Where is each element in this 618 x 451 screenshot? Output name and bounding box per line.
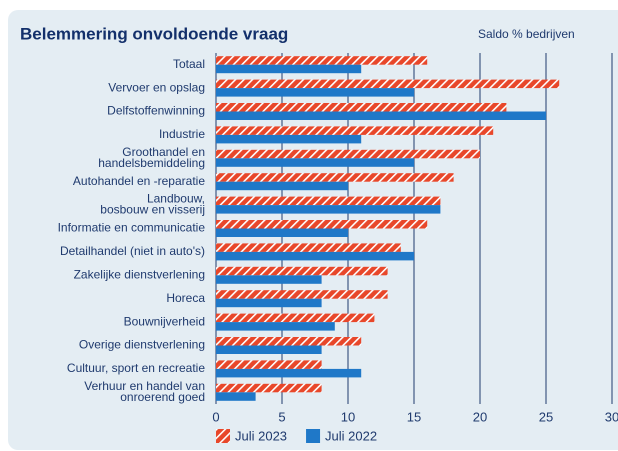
bar xyxy=(216,126,494,135)
bar xyxy=(216,181,348,191)
bar xyxy=(216,251,414,261)
bar xyxy=(216,298,322,308)
y-tick-label: Detailhandel (niet in auto's) xyxy=(60,244,205,258)
bar xyxy=(216,392,256,401)
bar xyxy=(216,64,362,74)
legend-swatch xyxy=(306,429,321,443)
bar xyxy=(216,322,335,331)
legend-swatch xyxy=(216,429,230,443)
y-tick-label: Bouwnijverheid xyxy=(124,314,205,328)
bar xyxy=(216,266,388,276)
y-tick-label: Landbouw, bosbouw en visserij xyxy=(100,192,205,217)
bar xyxy=(216,368,362,378)
bar xyxy=(216,79,560,89)
bar xyxy=(216,290,388,299)
bar xyxy=(216,56,428,65)
x-tick-label: 10 xyxy=(341,409,355,424)
y-tick-label: Totaal xyxy=(173,57,205,71)
bar xyxy=(216,111,546,120)
bar xyxy=(216,173,454,182)
bar xyxy=(216,360,322,369)
y-tick-label: Groothandel en handelsbemiddeling xyxy=(98,145,205,170)
y-tick-label: Cultuur, sport en recreatie xyxy=(67,361,205,375)
bar xyxy=(216,383,322,393)
bar xyxy=(216,158,414,167)
bar xyxy=(216,220,428,229)
bar xyxy=(216,337,362,346)
bar xyxy=(216,275,322,284)
x-tick-label: 25 xyxy=(539,409,553,424)
y-tick-label: Vervoer en opslag xyxy=(108,80,205,94)
bar xyxy=(216,345,322,354)
x-tick-label: 0 xyxy=(212,409,219,424)
bar xyxy=(216,205,441,214)
legend-label: Juli 2023 xyxy=(235,428,287,443)
y-tick-label: Horeca xyxy=(166,291,205,305)
y-tick-label: Autohandel en -reparatie xyxy=(73,174,205,188)
bar xyxy=(216,134,362,144)
bar xyxy=(216,103,507,112)
y-tick-label: Zakelijke dienstverlening xyxy=(74,267,205,281)
x-tick-label: 5 xyxy=(278,409,285,424)
x-tick-label: 30 xyxy=(605,409,618,424)
x-tick-label: 15 xyxy=(407,409,421,424)
chart-title: Belemmering onvoldoende vraag xyxy=(20,24,288,43)
bar xyxy=(216,149,480,159)
bar xyxy=(216,88,414,97)
y-tick-label: Informatie en communicatie xyxy=(58,221,206,235)
x-tick-label: 20 xyxy=(473,409,487,424)
legend-label: Juli 2022 xyxy=(325,428,377,443)
bar xyxy=(216,228,348,237)
bar xyxy=(216,243,401,252)
y-tick-label: Industrie xyxy=(159,127,205,141)
y-tick-label: Verhuur en handel van onroerend goed xyxy=(84,379,205,404)
bar xyxy=(216,196,441,206)
subtitle: Saldo % bedrijven xyxy=(478,27,575,41)
y-tick-label: Overige dienstverlening xyxy=(79,338,205,352)
y-tick-label: Delfstoffenwinning xyxy=(107,104,205,118)
bar xyxy=(216,313,375,323)
